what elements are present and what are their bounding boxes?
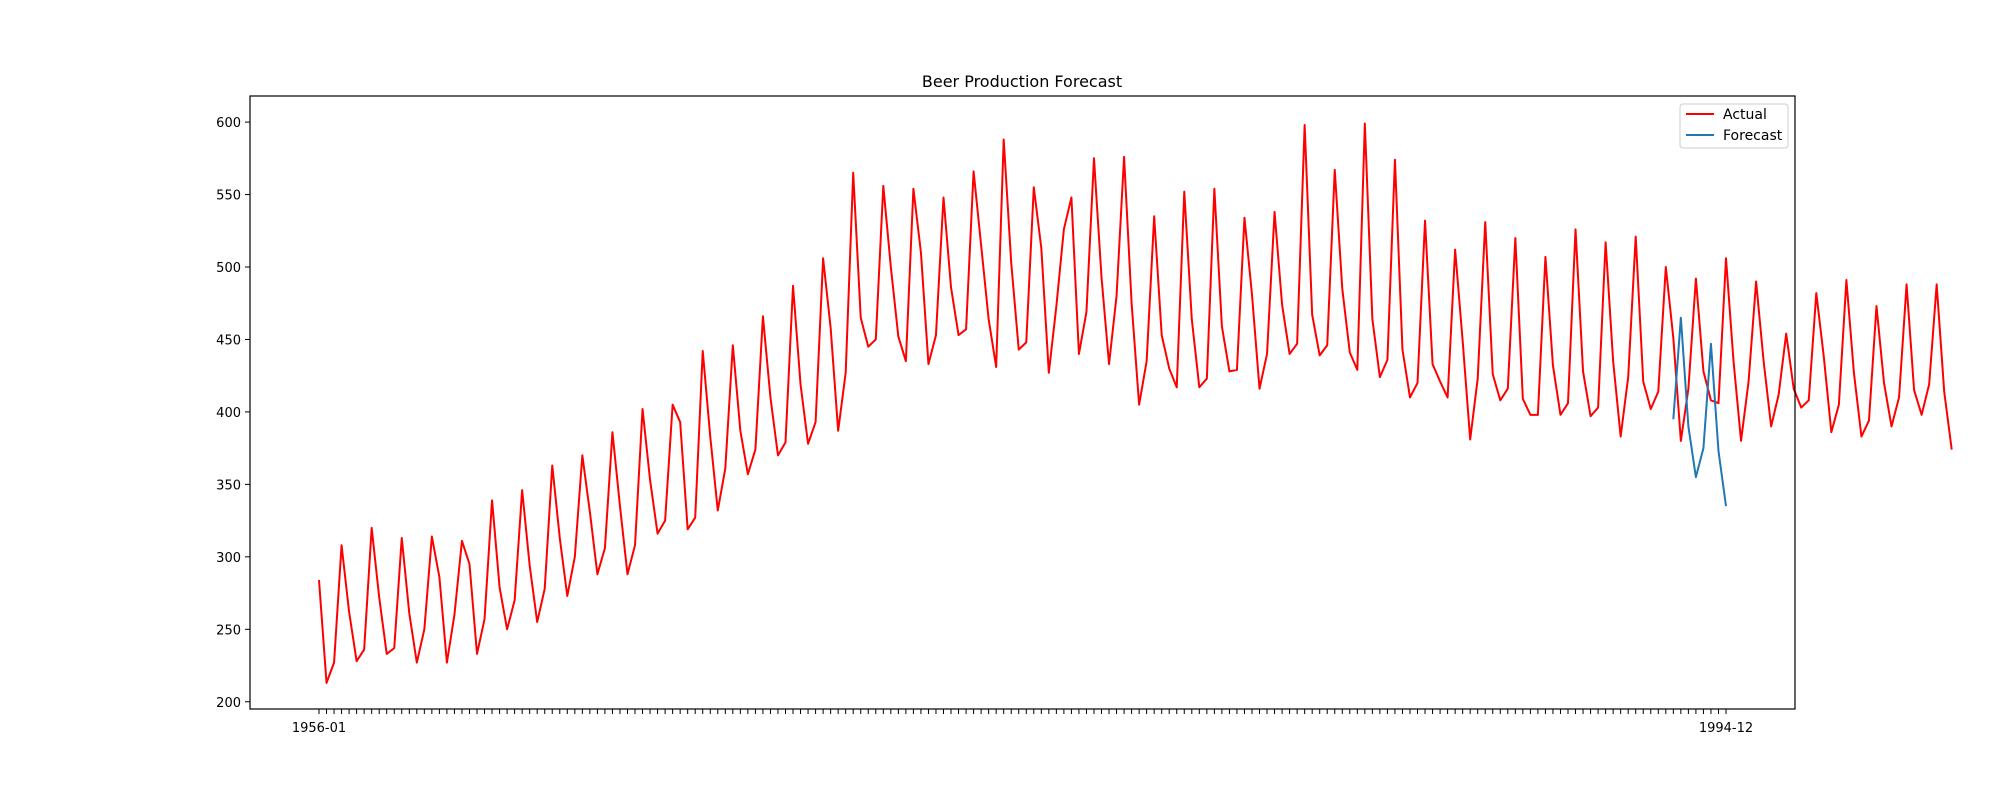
y-tick-label: 500 — [216, 261, 241, 276]
x-tick-label-end: 1994-12 — [1699, 721, 1753, 736]
y-tick-label: 350 — [216, 478, 241, 493]
x-axis: 1956-01 1994-12 — [292, 709, 1753, 736]
y-tick-label: 550 — [216, 189, 241, 204]
y-tick-label: 300 — [216, 551, 241, 566]
y-tick-label: 600 — [216, 116, 241, 131]
legend-label-forecast: Forecast — [1723, 128, 1783, 144]
y-axis: 200 250 300 350 400 450 500 550 600 — [216, 116, 250, 711]
y-tick-label: 450 — [216, 333, 241, 348]
y-tick-label: 200 — [216, 696, 241, 711]
legend: Actual Forecast — [1679, 103, 1789, 149]
series-line-actual — [318, 122, 1953, 684]
series-layer — [318, 122, 1953, 684]
series-line-forecast — [1672, 316, 1727, 507]
x-tick-label-start: 1956-01 — [292, 721, 346, 736]
y-tick-label: 400 — [216, 406, 241, 421]
plot-frame — [249, 95, 1796, 710]
legend-label-actual: Actual — [1723, 107, 1767, 123]
chart-title: Beer Production Forecast — [922, 72, 1122, 91]
y-tick-label: 250 — [216, 623, 241, 638]
